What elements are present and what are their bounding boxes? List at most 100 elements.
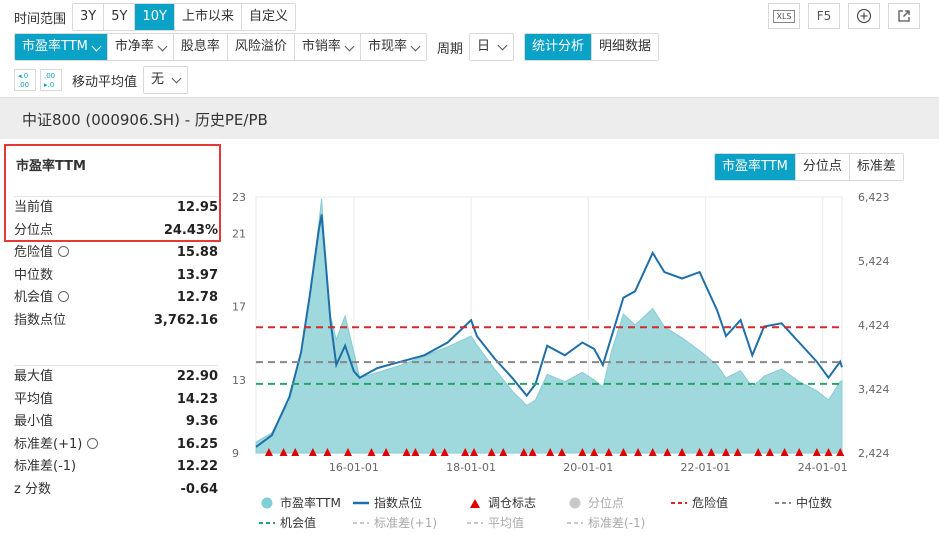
legend-triangle-icon	[470, 498, 480, 508]
stat-row: 最大值 22.90	[14, 366, 218, 389]
stat-label-text: 危险值	[14, 245, 54, 260]
legend-label: 中位数	[796, 496, 833, 510]
stat-label: 指数点位	[14, 310, 66, 333]
stat-label: 最小值	[14, 411, 53, 434]
legend-label: 标准差(+1)	[374, 516, 438, 530]
stat-label: 最大值	[14, 366, 53, 389]
rebalance-marker	[402, 448, 411, 456]
stat-label-text: 机会值	[14, 290, 54, 305]
rebalance-marker	[578, 448, 587, 456]
legend-item[interactable]: 平均值	[466, 514, 524, 531]
legend-line-icon	[353, 501, 369, 504]
legend-item[interactable]: 标准差(-1)	[566, 514, 645, 531]
stats-group-2: 最大值 22.90 平均值 14.23 最小值 9.36 标准差(+1) 16.25 标准差(-…	[14, 366, 218, 501]
add-icon[interactable]	[848, 3, 880, 29]
gear-icon[interactable]	[87, 437, 99, 449]
stat-row: 危险值 15.88	[14, 242, 218, 265]
rebalance-marker	[323, 448, 332, 456]
period-select[interactable]: 日	[468, 33, 514, 61]
metric-tab-2[interactable]: 股息率	[173, 34, 228, 60]
stat-label-text: 最大值	[14, 369, 54, 384]
metric-row: 市盈率TTM 市净率 股息率 风险溢价 市销率 市现率 周期 日 统计分析 明细数据	[14, 33, 660, 61]
time-range-自定义[interactable]: 自定义	[241, 4, 295, 30]
legend-item[interactable]: 调仓标志	[466, 494, 536, 511]
stat-label: 分位点	[14, 220, 53, 243]
metric-tab-1[interactable]: 市净率	[107, 34, 174, 60]
time-range-3Y[interactable]: 3Y	[73, 4, 105, 30]
stat-value: 13.97	[176, 267, 218, 283]
rebalance-marker	[528, 448, 537, 456]
rebalance-marker	[264, 448, 273, 456]
metric-label: 市净率	[114, 39, 154, 54]
stat-row: 中位数 13.97	[14, 265, 218, 288]
rebalance-marker	[695, 448, 704, 456]
stat-value: 3,762.16	[153, 312, 218, 328]
refresh-f5-button[interactable]: F5	[808, 3, 840, 29]
chevron-down-icon	[497, 40, 508, 50]
rebalance-marker	[590, 448, 599, 456]
stat-value: 12.78	[176, 290, 218, 305]
metric-tab-3[interactable]: 风险溢价	[227, 34, 295, 60]
legend-item[interactable]: 机会值	[258, 514, 316, 531]
y-right-tick: 4,424	[858, 319, 890, 332]
metric-segment: 市盈率TTM 市净率 股息率 风险溢价 市销率 市现率	[14, 33, 427, 61]
stat-value: 16.25	[176, 436, 218, 452]
stat-value: 12.22	[176, 459, 218, 474]
metric-tab-4[interactable]: 市销率	[294, 34, 361, 60]
time-range-10Y[interactable]: 10Y	[135, 4, 175, 30]
stat-label: 当前值	[14, 197, 53, 220]
view-tab-1[interactable]: 明细数据	[592, 34, 659, 60]
rebalance-marker	[291, 448, 300, 456]
y-left-tick: 21	[232, 228, 246, 241]
period-label: 周期	[436, 41, 463, 57]
metric-label: 市盈率TTM	[22, 39, 88, 54]
chart-tab-1[interactable]: 分位点	[795, 154, 850, 180]
chart-tab-2[interactable]: 标准差	[849, 154, 903, 180]
legend-item[interactable]: 标准差(+1)	[352, 514, 437, 531]
chevron-down-icon	[91, 41, 102, 52]
legend-item[interactable]: 分位点	[566, 494, 624, 511]
metric-label: 市销率	[301, 39, 341, 54]
stat-label-text: 平均值	[14, 391, 54, 407]
metric-label: 风险溢价	[234, 39, 287, 54]
moving-avg-select[interactable]: 无	[143, 66, 189, 94]
stat-label-text: 标准差(-1)	[14, 459, 77, 474]
legend-dash-icon	[467, 521, 483, 524]
excel-export-icon[interactable]: XLS	[768, 3, 800, 29]
rebalance-marker	[604, 448, 613, 456]
legend-item[interactable]: 指数点位	[352, 494, 422, 511]
gear-icon[interactable]	[58, 246, 70, 257]
rebalance-marker	[824, 448, 833, 456]
legend-label: 分位点	[588, 496, 625, 510]
rebalance-marker	[765, 448, 774, 456]
chart-tab-0[interactable]: 市盈率TTM	[715, 154, 796, 180]
y-right-tick: 5,424	[858, 255, 890, 268]
stat-value: 24.43%	[163, 222, 218, 238]
legend-item[interactable]: 市盈率TTM	[258, 494, 341, 511]
time-range-5Y[interactable]: 5Y	[104, 4, 136, 30]
legend-dash-icon	[567, 521, 583, 524]
external-link-icon[interactable]	[888, 3, 920, 29]
stats-group-1: 当前值 12.95 分位点 24.43% 危险值 15.88 中位数 13.97 机会值 12.7…	[14, 197, 218, 332]
legend-dot-icon	[569, 497, 581, 508]
stat-label-text: 指数点位	[14, 312, 67, 328]
chart-tabs: 市盈率TTM 分位点 标准差	[714, 153, 904, 181]
decimal-increase-icon[interactable]: ◂.0.00	[14, 69, 36, 91]
stat-label-text: z 分数	[14, 481, 51, 497]
time-range-row: 时间范围 3Y 5Y 10Y 上市以来 自定义	[14, 3, 296, 31]
decimal-decrease-icon[interactable]: .00 ▸.0	[40, 69, 62, 91]
legend-item[interactable]: 中位数	[774, 494, 832, 511]
metric-tab-0[interactable]: 市盈率TTM	[15, 34, 108, 60]
view-tab-0[interactable]: 统计分析	[524, 34, 592, 60]
gear-icon[interactable]	[58, 291, 70, 302]
moving-avg-label: 移动平均值	[72, 74, 138, 90]
time-range-label: 时间范围	[14, 11, 67, 27]
stat-row: 机会值 12.78	[14, 287, 218, 310]
legend-dash-icon	[259, 521, 275, 524]
svg-text:▸.0: ▸.0	[44, 81, 54, 89]
metric-tab-5[interactable]: 市现率	[360, 34, 426, 60]
rebalance-marker	[440, 448, 449, 456]
legend-item[interactable]: 危险值	[670, 494, 728, 511]
time-range-上市以来[interactable]: 上市以来	[174, 4, 242, 30]
rebalance-marker	[344, 448, 353, 456]
